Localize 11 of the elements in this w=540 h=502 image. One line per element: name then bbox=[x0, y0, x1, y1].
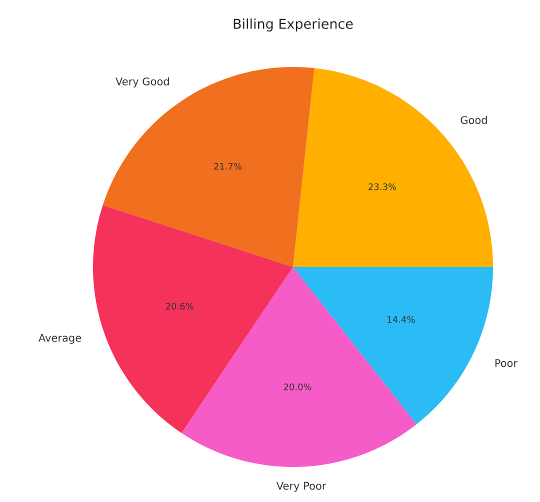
data-label: 21.7% bbox=[214, 162, 242, 170]
slice-label: Very Good bbox=[116, 77, 169, 88]
slice-label: Very Poor bbox=[276, 482, 326, 492]
slice-label: Poor bbox=[495, 359, 518, 368]
chart-title: Billing Experience bbox=[234, 18, 353, 32]
slice-label: Average bbox=[38, 334, 82, 344]
slice-label: Good bbox=[460, 116, 487, 124]
data-label: 14.4% bbox=[388, 316, 415, 323]
data-label: 23.3% bbox=[368, 183, 396, 190]
data-label: 20.0% bbox=[284, 384, 312, 390]
data-label: 20.6% bbox=[166, 302, 194, 310]
